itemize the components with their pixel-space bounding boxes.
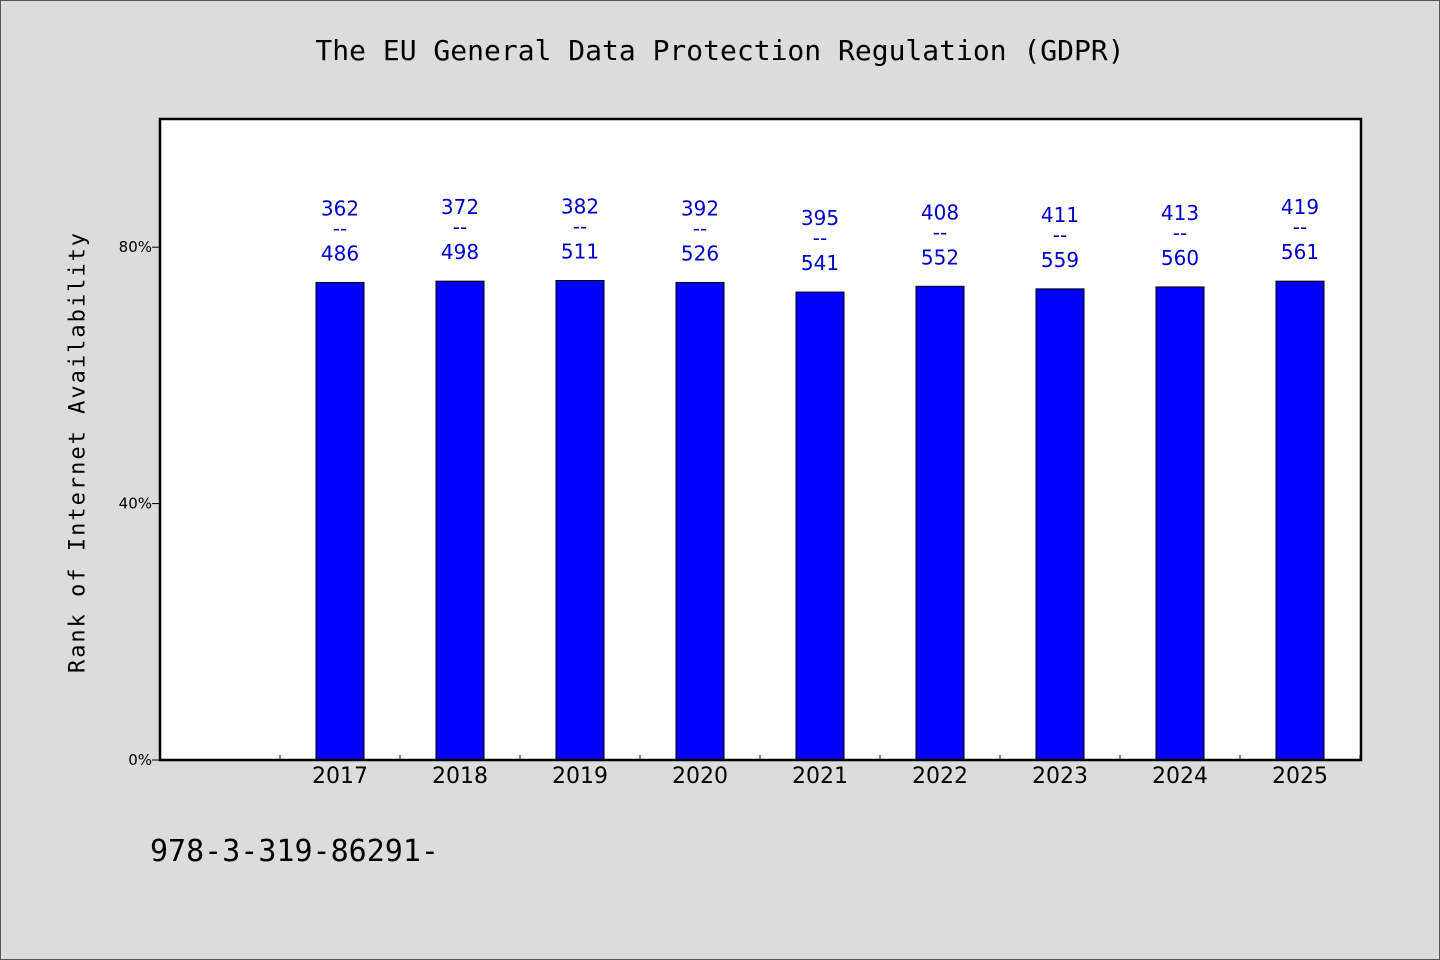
bar bbox=[675, 281, 725, 761]
x-tick-label: 2023 bbox=[1032, 764, 1088, 789]
bar-label-separator: -- bbox=[813, 226, 827, 250]
bar bbox=[1155, 286, 1205, 761]
bar-label-numerator: 372 bbox=[441, 195, 479, 219]
x-tick-label: 2018 bbox=[432, 764, 488, 789]
bar-label-denominator: 559 bbox=[1041, 248, 1079, 272]
isbn-footnote: 978-3-319-86291- bbox=[150, 834, 439, 869]
bar-label-denominator: 560 bbox=[1161, 246, 1199, 270]
y-tick-label: 0% bbox=[128, 751, 152, 769]
bar-label-separator: -- bbox=[1293, 215, 1307, 239]
x-tick-label: 2025 bbox=[1272, 764, 1328, 789]
y-tick-label: 40% bbox=[119, 495, 152, 513]
bar-label-separator: -- bbox=[1173, 221, 1187, 245]
x-tick-label: 2020 bbox=[672, 764, 728, 789]
bar-label-denominator: 486 bbox=[321, 241, 359, 265]
bar bbox=[1275, 280, 1325, 761]
bar-label-separator: -- bbox=[573, 215, 587, 239]
bar-label-numerator: 408 bbox=[921, 200, 959, 224]
plot-border bbox=[158, 117, 1363, 762]
bar-label-numerator: 392 bbox=[681, 196, 719, 220]
bar-label-numerator: 395 bbox=[801, 206, 839, 230]
bar-label-separator: -- bbox=[1053, 223, 1067, 247]
x-tick-label: 2022 bbox=[912, 764, 968, 789]
bar-label-denominator: 511 bbox=[561, 240, 599, 264]
bar-label-denominator: 552 bbox=[921, 245, 959, 269]
bar-label-numerator: 362 bbox=[321, 196, 359, 220]
bar-label-numerator: 413 bbox=[1161, 201, 1199, 225]
bar-label-denominator: 526 bbox=[681, 241, 719, 265]
bar-label-denominator: 561 bbox=[1281, 240, 1319, 264]
bar-label-separator: -- bbox=[333, 216, 347, 240]
bar bbox=[1035, 288, 1085, 761]
bar-label-numerator: 411 bbox=[1041, 203, 1079, 227]
bar-label-separator: -- bbox=[933, 220, 947, 244]
x-tick-label: 2024 bbox=[1152, 764, 1208, 789]
bar-label-numerator: 419 bbox=[1281, 195, 1319, 219]
bar bbox=[315, 281, 365, 761]
x-tick-label: 2017 bbox=[312, 764, 368, 789]
bar-label-separator: -- bbox=[693, 216, 707, 240]
x-tick-label: 2019 bbox=[552, 764, 608, 789]
x-tick-label: 2021 bbox=[792, 764, 848, 789]
bar-label-numerator: 382 bbox=[561, 195, 599, 219]
bar-label-denominator: 541 bbox=[801, 251, 839, 275]
bar bbox=[915, 285, 965, 761]
chart-title: The EU General Data Protection Regulatio… bbox=[315, 34, 1125, 67]
y-tick-label: 80% bbox=[119, 238, 152, 256]
bar-label-separator: -- bbox=[453, 215, 467, 239]
bar bbox=[795, 291, 845, 761]
bar-label-denominator: 498 bbox=[441, 240, 479, 264]
bar bbox=[555, 280, 605, 761]
bar bbox=[435, 280, 485, 761]
